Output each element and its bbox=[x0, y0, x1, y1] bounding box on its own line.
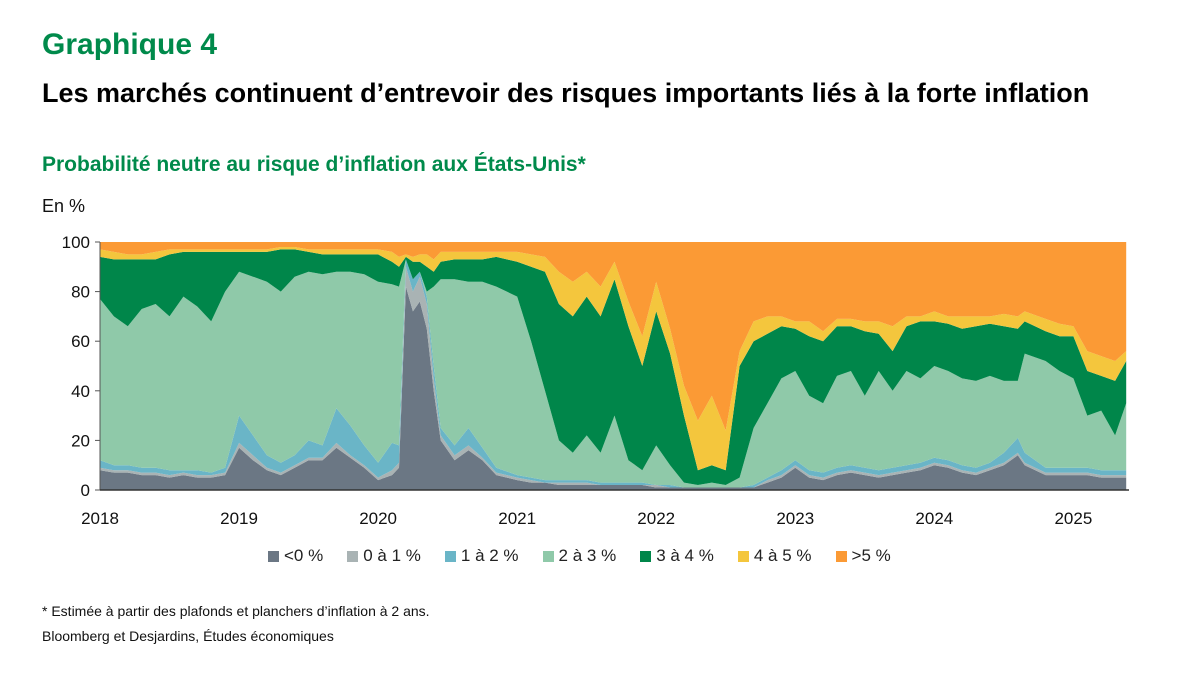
x-tick-label: 2018 bbox=[81, 509, 119, 528]
y-axis: 0 20 40 60 80 100 bbox=[62, 233, 101, 500]
y-tick-label: 40 bbox=[71, 382, 90, 401]
x-tick-label: 2023 bbox=[776, 509, 814, 528]
chart-kicker: Graphique 4 bbox=[42, 28, 218, 61]
x-tick-label: 2020 bbox=[359, 509, 397, 528]
x-tick-label: 2024 bbox=[915, 509, 953, 528]
x-tick-label: 2022 bbox=[637, 509, 675, 528]
legend-label: 1 à 2 % bbox=[460, 546, 519, 565]
area-series-3 bbox=[100, 259, 1127, 488]
area-layers bbox=[100, 242, 1127, 490]
legend-label: >5 % bbox=[851, 546, 891, 565]
legend-item: 0 à 1 % bbox=[347, 546, 421, 566]
legend-item: <0 % bbox=[268, 546, 323, 566]
y-tick-label: 20 bbox=[71, 431, 90, 450]
area-series-6 bbox=[100, 242, 1127, 431]
legend-swatch bbox=[347, 550, 359, 562]
footnote: * Estimée à partir des plafonds et planc… bbox=[42, 603, 430, 619]
y-tick-label: 80 bbox=[71, 283, 90, 302]
area-series-0 bbox=[100, 286, 1127, 490]
legend-item: 1 à 2 % bbox=[444, 546, 519, 566]
stacked-area-chart: 0 20 40 60 80 100 2018 2019 2020 2021 2022 2023 202… bbox=[62, 233, 1129, 528]
chart-subtitle: Probabilité neutre au risque d’inflation… bbox=[42, 153, 586, 176]
legend-item: >5 % bbox=[835, 546, 891, 566]
x-tick-label: 2021 bbox=[498, 509, 536, 528]
y-tick-label: 60 bbox=[71, 332, 90, 351]
x-tick-label: 2019 bbox=[220, 509, 258, 528]
legend-swatch bbox=[640, 550, 652, 562]
legend-item: 2 à 3 % bbox=[542, 546, 617, 566]
legend-label: <0 % bbox=[284, 546, 324, 565]
legend: <0 % 0 à 1 % 1 à 2 % 2 à 3 % 3 à 4 % 4 à 5 % >… bbox=[268, 546, 915, 566]
chart-title: Les marchés continuent d’entrevoir des r… bbox=[42, 78, 1090, 108]
y-tick-label: 0 bbox=[81, 481, 90, 500]
legend-swatch bbox=[835, 550, 847, 562]
legend-swatch bbox=[444, 550, 456, 562]
source-note: Bloomberg et Desjardins, Études économiq… bbox=[42, 628, 334, 644]
x-axis: 2018 2019 2020 2021 2022 2023 2024 2025 bbox=[81, 489, 1129, 528]
legend-swatch bbox=[268, 550, 279, 562]
area-series-4 bbox=[100, 249, 1127, 485]
legend-swatch bbox=[737, 550, 749, 562]
legend-label: 4 à 5 % bbox=[753, 546, 812, 565]
legend-label: 3 à 4 % bbox=[656, 546, 714, 565]
legend-label: 2 à 3 % bbox=[558, 546, 617, 565]
x-tick-label: 2025 bbox=[1054, 509, 1092, 528]
legend-swatch bbox=[542, 550, 554, 562]
y-axis-unit-label: En % bbox=[42, 196, 86, 216]
legend-label: 0 à 1 % bbox=[363, 546, 421, 565]
y-tick-label: 100 bbox=[62, 233, 90, 252]
legend-item: 3 à 4 % bbox=[640, 546, 714, 566]
legend-item: 4 à 5 % bbox=[737, 546, 812, 566]
